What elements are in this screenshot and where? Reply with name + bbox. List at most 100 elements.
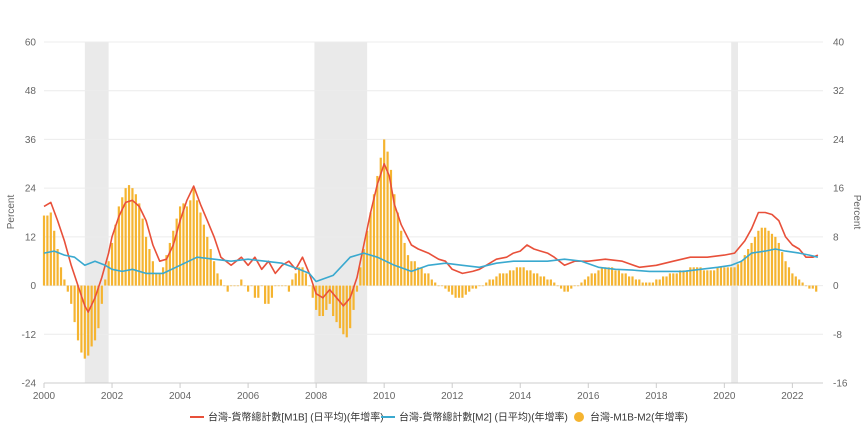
y-right-tick-label: -16 [833,379,848,390]
bar-m1b-m2 [70,285,73,304]
bar-m1b-m2 [815,285,818,292]
x-tick-label: 2014 [509,391,532,402]
bar-m1b-m2 [107,261,110,286]
bar-m1b-m2 [410,261,413,286]
bar-m1b-m2 [478,285,481,287]
bar-m1b-m2 [682,270,685,286]
bar-m1b-m2 [781,252,784,286]
bar-m1b-m2 [747,249,750,286]
bar-m1b-m2 [787,267,791,286]
recession-band-1 [314,42,368,383]
bar-m1b-m2 [114,224,117,286]
bar-m1b-m2 [229,285,233,287]
bar-m1b-m2 [423,273,427,286]
bar-m1b-m2 [379,157,382,286]
y-right-tick-label: 0 [833,281,839,292]
bar-m1b-m2 [325,285,328,310]
bar-m1b-m2 [655,279,658,286]
bar-m1b-m2 [679,270,682,286]
bar-m1b-m2 [706,270,709,286]
bar-m1b-m2 [502,273,505,286]
bar-m1b-m2 [110,242,114,286]
bar-m1b-m2 [719,267,723,286]
bar-m1b-m2 [274,285,277,287]
bar-m1b-m2 [144,236,148,286]
bar-m1b-m2 [294,273,297,286]
bar-m1b-m2 [774,236,777,286]
bar-m1b-m2 [607,267,610,286]
bar-m1b-m2 [328,285,331,304]
bar-m1b-m2 [430,279,433,286]
bar-m1b-m2 [474,285,478,289]
bar-m1b-m2 [403,242,406,286]
bar-m1b-m2 [427,273,430,286]
bar-m1b-m2 [80,285,83,353]
bar-m1b-m2 [573,285,576,287]
bar-m1b-m2 [753,236,757,286]
bar-m1b-m2 [495,276,498,286]
bar-m1b-m2 [563,285,566,292]
bar-m1b-m2 [376,175,379,286]
bar-m1b-m2 [692,267,695,286]
bar-m1b-m2 [359,267,362,286]
bar-m1b-m2 [83,285,86,359]
bar-m1b-m2 [723,267,726,286]
bar-m1b-m2 [600,267,603,286]
bar-m1b-m2 [182,203,185,286]
bar-m1b-m2 [764,227,767,286]
bar-m1b-m2 [270,285,274,298]
y-right-tick-label: 24 [833,135,845,146]
y-right-tick-label: 16 [833,184,845,195]
bar-m1b-m2 [236,285,239,287]
bar-m1b-m2 [716,267,719,286]
bar-m1b-m2 [668,273,672,286]
bar-m1b-m2 [444,285,447,289]
bar-m1b-m2 [396,212,399,286]
bar-m1b-m2 [791,273,794,286]
bar-m1b-m2 [587,276,590,286]
bar-m1b-m2 [536,273,539,286]
bar-m1b-m2 [209,249,212,286]
legend-m1b-m2-swatch [574,412,584,422]
bar-m1b-m2 [178,206,182,286]
bar-m1b-m2 [648,282,651,286]
y-left-tick-label: 0 [30,281,36,292]
y-right-tick-label: 40 [833,38,845,49]
bar-m1b-m2 [665,276,668,286]
bar-m1b-m2 [522,267,525,286]
axis-ticks: -24 -12 0 12 24 36 48 60 -16 -8 0 8 16 24 32 40 2000 2002… [22,38,848,403]
bar-m1b-m2 [121,197,124,286]
bar-m1b-m2 [206,236,209,286]
y-left-tick-label: 60 [25,38,37,49]
bar-m1b-m2 [515,267,518,286]
bar-m1b-m2 [349,285,352,329]
bar-m1b-m2 [451,285,454,295]
bar-m1b-m2 [468,285,471,292]
bar-m1b-m2 [757,230,760,286]
bar-m1b-m2 [576,285,580,287]
bar-m1b-m2 [73,285,76,323]
bar-m1b-m2 [104,279,107,286]
bar-m1b-m2 [770,233,774,286]
bar-m1b-m2 [49,212,52,286]
bar-m1b-m2 [651,282,655,286]
grid-lines [44,41,823,384]
bar-m1b-m2 [702,270,706,286]
bar-m1b-m2 [437,285,440,287]
bar-m1b-m2 [549,279,552,286]
bar-m1b-m2 [634,279,638,286]
bar-m1b-m2 [610,267,614,286]
bar-m1b-m2 [621,273,624,286]
bar-m1b-m2 [243,285,246,287]
bar-m1b-m2 [689,267,692,286]
bar-m1b-m2 [298,267,301,286]
bar-m1b-m2 [440,285,444,287]
bar-m1b-m2 [794,276,797,286]
bar-m1b-m2 [267,285,270,304]
bar-m1b-m2 [90,285,93,347]
bar-m1b-m2 [253,285,257,298]
x-tick-label: 2010 [373,391,396,402]
bar-m1b-m2 [662,276,665,286]
y-left-tick-label: 48 [25,86,37,97]
